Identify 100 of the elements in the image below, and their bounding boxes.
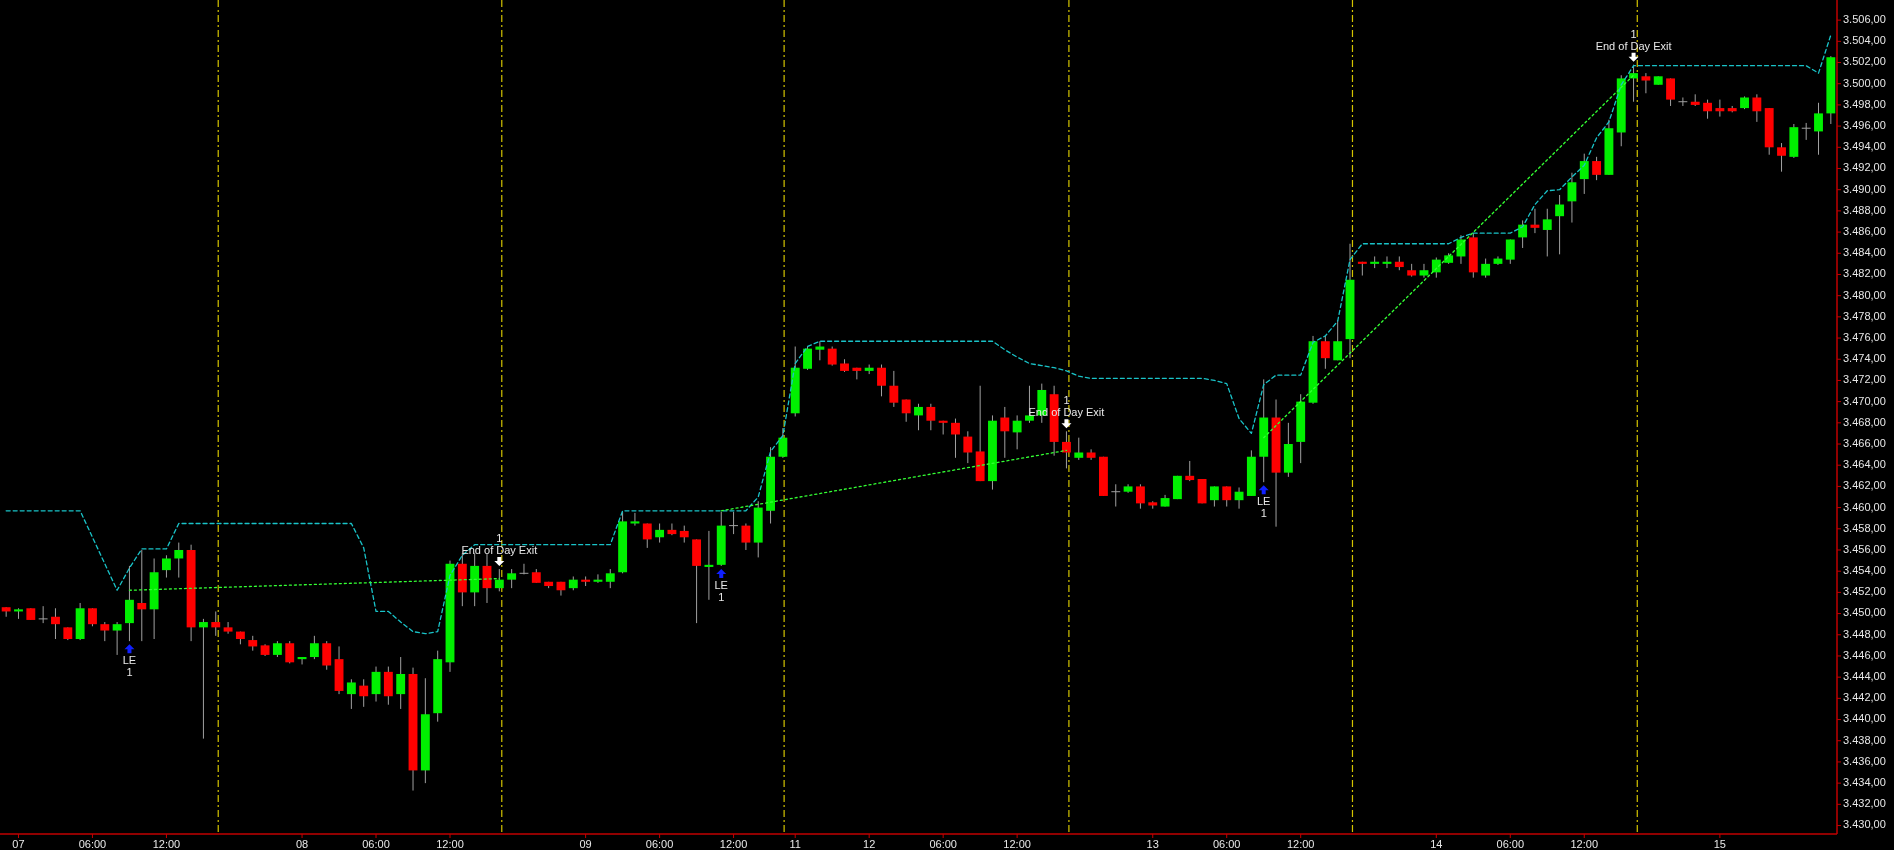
candlestick [1703,99,1712,120]
y-tick-label: 3.476,00 [1843,330,1886,343]
y-tick-label: 3.486,00 [1843,224,1886,237]
y-tick-label: 3.470,00 [1843,394,1886,407]
x-tick-label: 06:00 [645,837,674,850]
x-tick-label: 06:00 [78,837,107,850]
candlestick [815,340,825,361]
x-tick-label: 06:00 [362,837,390,850]
annotation: LE [1256,495,1271,508]
candlestick [1752,93,1762,123]
candlestick [1666,77,1675,107]
y-tick-label: 3.500,00 [1843,76,1886,89]
y-tick-label: 3.480,00 [1843,288,1886,301]
candlestick [1542,208,1552,257]
x-tick-label: 12:00 [152,837,181,850]
candlestick [1062,430,1071,469]
candlestick [778,427,788,459]
candlestick [1567,172,1577,224]
x-tick-label: 15 [1713,837,1726,850]
candlestick [951,418,960,459]
y-tick-label: 3.450,00 [1843,606,1886,619]
annotation: LE [714,578,728,591]
candlestick [605,568,615,589]
candlestick [1185,460,1195,482]
candlestick [852,367,862,380]
x-tick-label: 12:00 [1570,837,1599,850]
y-tick-label: 3.442,00 [1843,691,1886,704]
y-tick-label: 3.454,00 [1843,564,1886,577]
candlestick [1641,72,1651,94]
candlestick [1801,122,1812,141]
candlestick [162,554,171,579]
y-tick-label: 3.506,00 [1843,13,1886,26]
x-tick-label: 14 [1430,837,1443,850]
y-tick-label: 3.452,00 [1843,585,1886,598]
y-tick-label: 3.492,00 [1843,161,1886,174]
y-tick-label: 3.436,00 [1843,754,1886,767]
candlestick [1715,99,1725,118]
y-tick-label: 3.460,00 [1843,500,1886,513]
x-tick-label: 08 [295,837,309,850]
x-tick-label: 06:00 [1212,837,1241,850]
candlestick [322,640,332,671]
candlestick [1110,483,1121,508]
candlestick [1592,156,1602,181]
candlestick [494,568,504,592]
x-tick-label: 12:00 [1286,837,1315,850]
candlestick [963,430,973,464]
candlestick [1209,485,1219,508]
candlestick [1555,194,1565,255]
candlestick [51,607,60,640]
x-tick-label: 07 [12,837,25,850]
candlestick [1074,437,1084,461]
y-tick-label: 3.488,00 [1843,203,1886,216]
y-tick-label: 3.432,00 [1843,797,1886,810]
y-tick-label: 3.502,00 [1843,55,1886,68]
candlestick [1000,406,1010,459]
candlestick [704,530,714,601]
candlestick [1505,239,1515,265]
x-tick-label: 13 [1146,837,1159,850]
x-tick-label: 12 [863,837,876,850]
candlestick [914,403,923,431]
y-tick-label: 3.468,00 [1843,415,1886,428]
candlestick [1012,414,1022,450]
y-tick-label: 3.504,00 [1843,34,1886,47]
candlestick [1135,483,1145,510]
candlestick [1814,102,1823,156]
y-tick-label: 3.494,00 [1843,140,1886,153]
candlestick [1222,485,1232,508]
candlestick [667,523,677,536]
candlestick [396,656,406,710]
y-tick-label: 3.458,00 [1843,521,1886,534]
y-tick-label: 3.446,00 [1843,648,1886,661]
candlestick [926,403,936,431]
x-tick-label: 12:00 [719,837,748,850]
annotation: End of Day Exit [1595,39,1672,52]
annotation: 1 [496,531,503,544]
y-tick-label: 3.496,00 [1843,119,1886,132]
candlestick [346,678,356,710]
candlestick [877,364,886,397]
x-tick-label: 06:00 [1496,837,1525,850]
candlestick [728,511,739,535]
annotation: 1 [1630,27,1637,40]
candlestick [285,640,295,664]
candlestick [1333,319,1343,361]
y-tick-label: 3.474,00 [1843,352,1886,365]
y-tick-label: 3.462,00 [1843,479,1886,492]
candlestick [630,512,640,527]
y-tick-label: 3.472,00 [1843,373,1886,386]
candlestick [1677,96,1688,107]
candlestick [889,370,899,408]
annotation: 1 [126,666,133,679]
annotation: End of Day Exit [461,543,538,556]
y-tick-label: 3.434,00 [1843,776,1886,789]
candlestick [211,610,221,637]
candlestick [655,523,665,544]
annotation: LE [122,654,137,667]
x-tick-label: 06:00 [929,837,957,850]
y-tick-label: 3.478,00 [1843,309,1886,322]
candlestick [112,621,122,656]
candlestick [1481,258,1491,279]
y-tick-label: 3.490,00 [1843,182,1886,195]
